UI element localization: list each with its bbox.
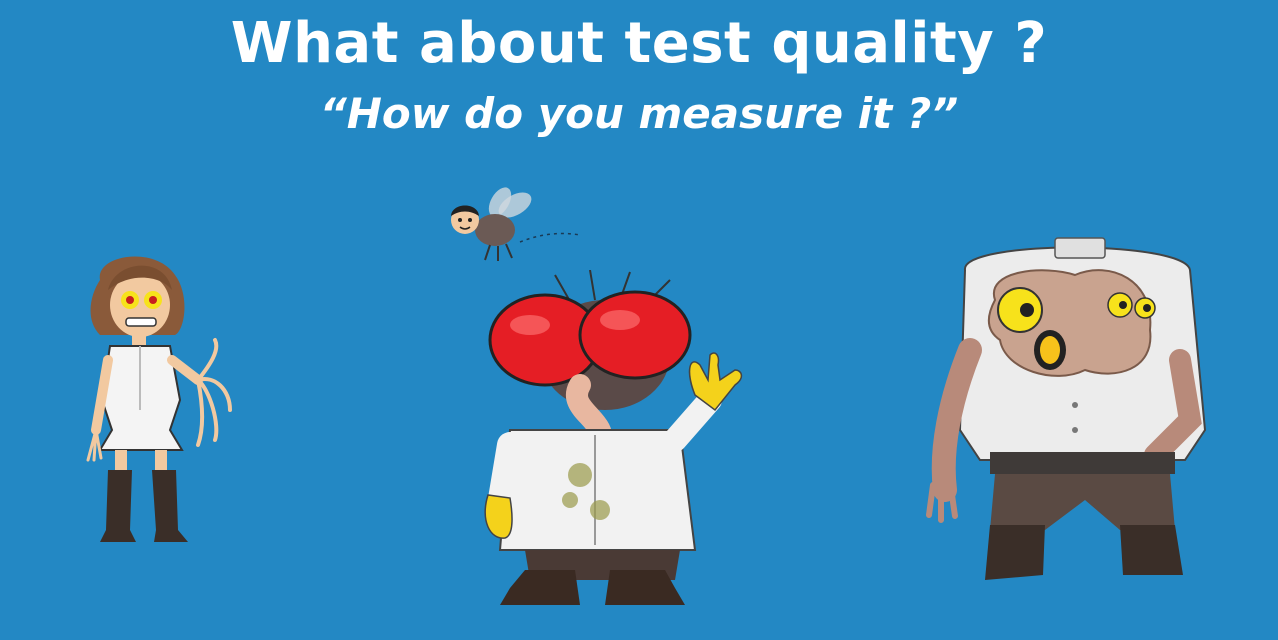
fly-headed-scientist-illustration	[484, 270, 743, 605]
slide-subtitle: “How do you measure it ?”	[319, 89, 959, 138]
nurse-with-long-fingers-illustration	[86, 256, 232, 542]
mutant-with-tumor-faces-illustration	[926, 237, 1207, 580]
slide-title: What about test quality ?	[230, 11, 1048, 76]
small-fly-with-human-head-illustration	[451, 187, 581, 261]
